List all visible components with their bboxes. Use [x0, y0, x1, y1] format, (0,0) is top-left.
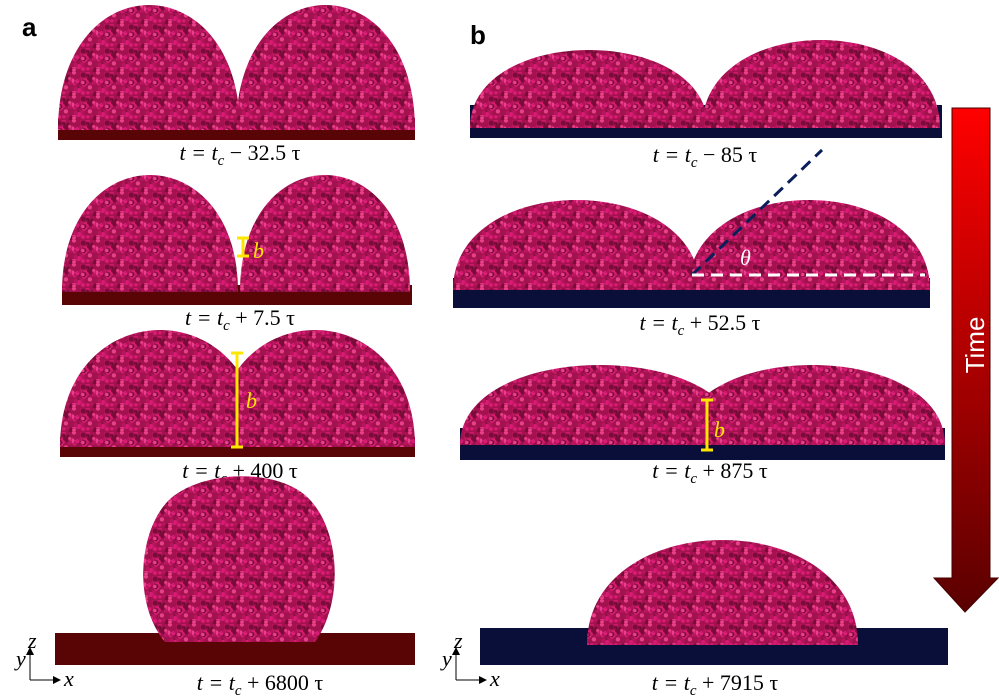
panel-label: b — [470, 20, 486, 50]
axis-x-label: x — [63, 666, 74, 691]
time-label: t = tc + 52.5 τ — [640, 310, 761, 339]
time-label-part: − 85 τ — [698, 142, 758, 167]
time-label-part: + 875 τ — [697, 458, 768, 483]
axis-x-label: x — [489, 666, 500, 691]
axis-z-label: z — [27, 628, 37, 653]
time-label-part: + 6800 τ — [242, 670, 324, 695]
time-label-part: t = t — [197, 670, 236, 695]
droplet — [236, 5, 415, 130]
time-label: Time — [960, 317, 990, 374]
neck-label: b — [253, 238, 264, 263]
time-label: t = tc + 875 τ — [652, 458, 768, 487]
axis-z-label: z — [453, 628, 463, 653]
droplet — [470, 50, 708, 128]
time-label: t = tc + 7.5 τ — [185, 305, 295, 334]
time-label: t = tc + 7915 τ — [652, 670, 779, 699]
time-label-part: t = t — [180, 140, 219, 165]
time-label-part: + 7915 τ — [697, 670, 779, 695]
time-label: t = tc − 32.5 τ — [180, 140, 301, 169]
neck-label: b — [714, 417, 725, 442]
time-label-part: t = t — [652, 670, 691, 695]
droplet — [702, 40, 940, 128]
time-label-part: + 52.5 τ — [684, 310, 760, 335]
axis-y-label: y — [14, 646, 26, 671]
droplet — [587, 540, 858, 645]
time-label: t = tc + 6800 τ — [197, 670, 324, 699]
time-label-part: t = t — [652, 458, 691, 483]
droplet — [143, 476, 334, 642]
panel-label: a — [22, 12, 37, 42]
time-label-part: t = t — [653, 142, 692, 167]
droplet — [453, 200, 700, 290]
droplet — [58, 5, 240, 130]
time-label: t = tc − 85 τ — [653, 142, 758, 171]
droplet — [62, 175, 238, 292]
axis-y-label: y — [440, 646, 452, 671]
time-label-part: − 32.5 τ — [224, 140, 300, 165]
time-label-part: t = t — [185, 305, 224, 330]
time-label-part: t = t — [640, 310, 679, 335]
time-label-part: + 7.5 τ — [230, 305, 295, 330]
angle-label: θ — [740, 245, 751, 270]
neck-label: b — [246, 388, 257, 413]
droplet — [240, 175, 410, 292]
figure: a b t = tc − 32.5 τ b t = tc + 7.5 τ b t = tc … — [0, 0, 999, 700]
droplet — [215, 330, 415, 447]
